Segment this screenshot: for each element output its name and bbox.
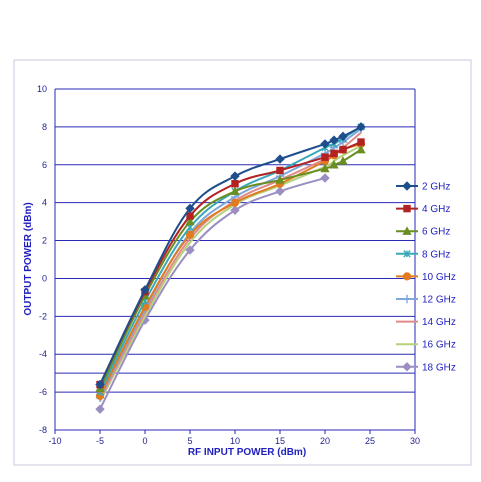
legend-entry: 4 GHz [396, 204, 450, 215]
legend-label: 16 GHz [422, 340, 456, 351]
data-point [230, 198, 240, 207]
data-point [320, 163, 330, 173]
x-tick-label: 30 [410, 436, 420, 446]
legend-entry: 18 GHz [396, 362, 456, 373]
series-2-ghz [95, 122, 366, 390]
data-point [339, 145, 347, 154]
legend-label: 4 GHz [422, 204, 450, 215]
legend-marker [403, 250, 411, 258]
data-point [276, 166, 284, 175]
legend-marker [402, 226, 412, 235]
legend-marker [402, 294, 412, 304]
x-tick-label: 5 [187, 436, 192, 446]
y-tick-label: 2 [42, 236, 47, 246]
data-point [330, 149, 338, 158]
data-point [329, 159, 339, 169]
x-axis-label: RF INPUT POWER (dBm) [188, 447, 306, 458]
legend-label: 2 GHz [422, 182, 450, 193]
data-point [275, 154, 285, 164]
data-point [185, 203, 195, 214]
y-tick-label: 0 [42, 273, 47, 283]
y-tick-label: 8 [42, 122, 47, 132]
y-tick-label: -8 [39, 425, 47, 435]
axis-layer: -8 -6 -4 -2 0 2 4 6 8 10 -10 -5 0 5 10 15 20 25 30 [37, 84, 420, 446]
series-line [99, 126, 362, 393]
data-point [357, 138, 365, 146]
series-14-ghz [99, 131, 362, 401]
series-line [99, 142, 362, 397]
y-tick-label: 6 [42, 160, 47, 170]
y-tick-label: -4 [39, 349, 47, 359]
data-point [140, 285, 150, 295]
series-line [99, 126, 362, 385]
x-tick-label: -5 [96, 436, 104, 446]
legend-entry: 14 GHz [396, 317, 456, 328]
data-point [186, 212, 194, 220]
data-point [329, 135, 339, 145]
legend-entry: 16 GHz [396, 340, 456, 351]
legend: 2 GHz 4 GHz 6 GHz 8 GHz 10 GHz 12 GHz 14 GHz 16… [396, 181, 456, 373]
legend-entry: 12 GHz [396, 295, 456, 306]
legend-marker [402, 272, 412, 281]
y-axis-label: OUTPUT POWER (dBm) [23, 202, 34, 315]
legend-label: 18 GHz [422, 362, 456, 373]
series-line [99, 144, 362, 403]
data-point [95, 379, 105, 390]
data-point [320, 139, 330, 149]
legend-label: 14 GHz [422, 317, 456, 328]
legend-marker [402, 181, 412, 191]
legend-entry: 6 GHz [396, 226, 450, 238]
series-line [99, 177, 326, 410]
x-tick-label: 20 [320, 436, 330, 446]
legend-entry: 8 GHz [396, 249, 450, 260]
data-point [356, 122, 366, 132]
data-point [230, 186, 240, 195]
x-tick-label: 15 [275, 436, 285, 446]
legend-label: 12 GHz [422, 295, 456, 306]
data-point [356, 144, 366, 154]
x-tick-label: 0 [142, 436, 147, 446]
series-16-ghz [99, 144, 362, 403]
legend-entry: 10 GHz [396, 272, 456, 283]
y-tick-label: 4 [42, 198, 47, 208]
legend-label: 8 GHz [422, 249, 450, 260]
series-18-ghz [95, 173, 330, 414]
y-tick-label: -2 [39, 311, 47, 321]
chart-border [13, 59, 472, 466]
data-point [185, 245, 195, 255]
data-point [230, 171, 240, 181]
legend-marker [402, 362, 412, 372]
y-tick-label: 10 [37, 84, 47, 94]
series-line [99, 131, 362, 401]
grid-layer [13, 59, 472, 466]
data-point [95, 404, 105, 414]
data-point [230, 205, 240, 215]
y-tick-label: -6 [39, 387, 47, 397]
data-point [185, 216, 195, 226]
x-tick-label: 25 [365, 436, 375, 446]
data-point [275, 186, 285, 197]
data-point [185, 230, 195, 239]
legend-label: 6 GHz [422, 227, 450, 238]
legend-label: 10 GHz [422, 272, 456, 283]
series-layer [95, 122, 366, 414]
data-point [338, 156, 348, 165]
x-tick-label: 10 [230, 436, 240, 446]
legend-entry: 2 GHz [396, 181, 450, 193]
legend-marker [403, 204, 411, 213]
data-point [321, 153, 329, 161]
data-point [338, 131, 348, 142]
data-point [231, 180, 239, 188]
data-point [275, 175, 285, 184]
data-point [320, 173, 330, 183]
x-tick-label: -10 [48, 436, 61, 446]
